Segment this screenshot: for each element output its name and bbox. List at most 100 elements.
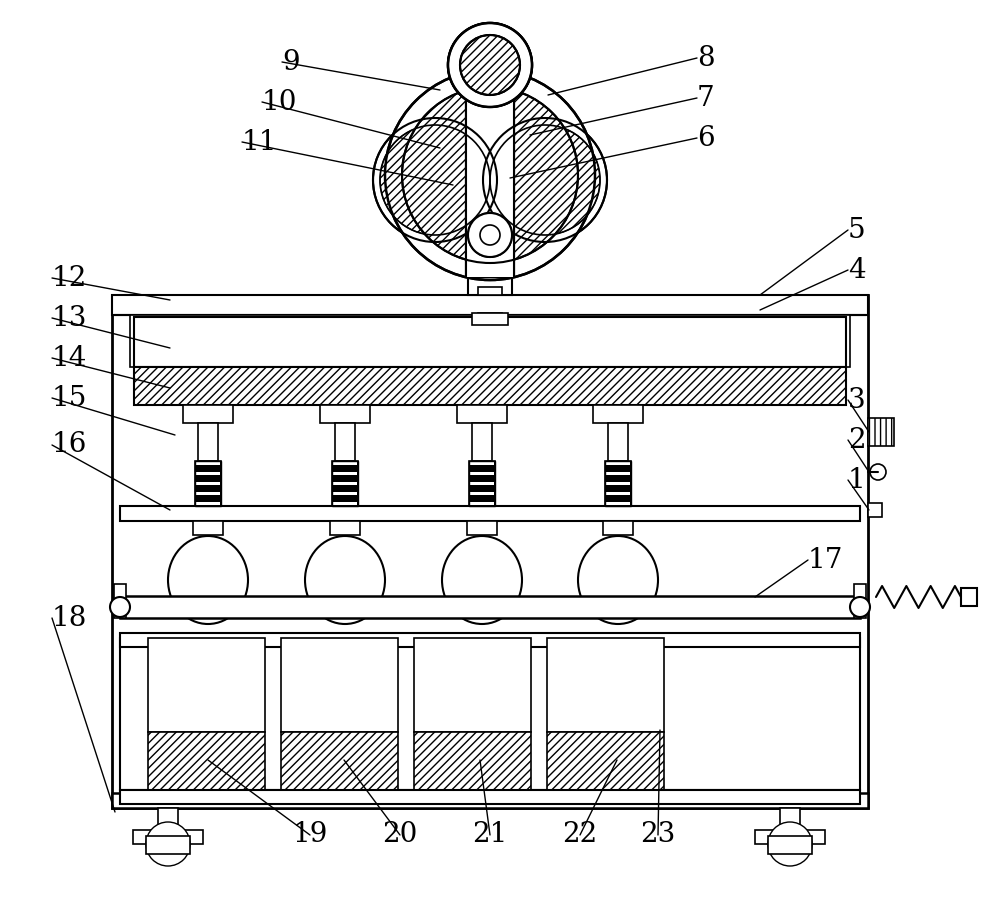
Text: 5: 5 <box>848 217 866 244</box>
Bar <box>593 405 643 423</box>
Bar <box>120 633 860 647</box>
Text: 16: 16 <box>52 432 87 458</box>
Bar <box>195 461 221 506</box>
Circle shape <box>870 464 886 480</box>
Bar <box>467 521 497 535</box>
Bar <box>466 72 514 277</box>
Bar <box>332 461 358 506</box>
Bar <box>605 461 631 506</box>
Circle shape <box>380 125 490 235</box>
Bar <box>120 790 860 804</box>
Bar <box>547 638 664 732</box>
Bar <box>606 472 630 476</box>
Bar <box>780 808 800 830</box>
Bar <box>335 423 355 461</box>
Text: 10: 10 <box>262 88 298 115</box>
Bar <box>603 521 633 535</box>
Circle shape <box>768 822 812 866</box>
Text: 15: 15 <box>52 385 87 412</box>
Bar <box>195 461 221 506</box>
Text: 2: 2 <box>848 426 866 453</box>
Text: 20: 20 <box>382 822 418 849</box>
Bar <box>470 462 494 466</box>
Bar <box>606 482 630 485</box>
Bar <box>120 506 860 521</box>
Text: 4: 4 <box>848 256 866 283</box>
Bar <box>854 584 866 618</box>
Bar <box>320 405 370 423</box>
Bar <box>281 732 398 790</box>
Bar <box>472 423 492 461</box>
Text: 21: 21 <box>472 822 508 849</box>
Bar <box>961 588 977 606</box>
Bar <box>470 502 494 505</box>
Bar <box>547 732 664 790</box>
Bar <box>332 461 358 506</box>
Text: 22: 22 <box>562 822 598 849</box>
Circle shape <box>468 213 512 257</box>
Bar <box>768 838 812 854</box>
Bar <box>146 838 190 854</box>
Bar <box>193 521 223 535</box>
Bar <box>112 793 868 808</box>
Bar <box>120 596 860 618</box>
Bar <box>414 732 531 790</box>
Bar <box>472 313 508 325</box>
Bar <box>301 647 389 669</box>
Bar <box>606 502 630 505</box>
Ellipse shape <box>168 536 248 624</box>
Text: 9: 9 <box>282 49 300 76</box>
Text: 8: 8 <box>697 44 715 72</box>
Circle shape <box>483 118 607 242</box>
Bar <box>114 584 126 618</box>
Bar <box>457 405 507 423</box>
Bar <box>134 317 846 367</box>
Bar <box>466 57 514 277</box>
Bar <box>196 462 220 466</box>
Bar <box>478 313 502 348</box>
Circle shape <box>385 70 595 280</box>
Bar <box>470 472 494 476</box>
Circle shape <box>468 213 512 257</box>
Bar <box>333 492 357 495</box>
Bar <box>608 423 628 461</box>
Text: 7: 7 <box>697 85 715 111</box>
Bar <box>196 502 220 505</box>
Bar <box>330 521 360 535</box>
Bar <box>112 295 868 315</box>
Bar <box>414 638 531 732</box>
Circle shape <box>146 822 190 866</box>
Text: 19: 19 <box>292 822 328 849</box>
Bar <box>120 638 860 790</box>
Ellipse shape <box>305 536 385 624</box>
Ellipse shape <box>442 536 522 624</box>
Bar <box>469 461 495 506</box>
Bar <box>158 808 178 830</box>
Bar <box>281 638 398 732</box>
Bar <box>470 492 494 495</box>
Bar <box>333 472 357 476</box>
Bar <box>148 732 265 790</box>
Circle shape <box>373 118 497 242</box>
Bar <box>466 52 514 80</box>
Text: 18: 18 <box>52 604 87 631</box>
Text: 6: 6 <box>697 124 715 152</box>
Circle shape <box>448 23 532 107</box>
Circle shape <box>490 125 600 235</box>
Bar <box>606 492 630 495</box>
Circle shape <box>850 597 870 617</box>
Text: 14: 14 <box>52 344 87 371</box>
Circle shape <box>480 225 500 245</box>
Bar <box>333 502 357 505</box>
Bar <box>196 472 220 476</box>
Bar <box>183 405 233 423</box>
Text: 3: 3 <box>848 387 866 414</box>
Bar <box>164 647 252 669</box>
Bar <box>606 462 630 466</box>
Bar <box>468 277 512 295</box>
Circle shape <box>402 87 578 263</box>
Bar <box>333 482 357 485</box>
Ellipse shape <box>578 536 658 624</box>
Circle shape <box>383 68 597 282</box>
Bar <box>133 830 203 844</box>
